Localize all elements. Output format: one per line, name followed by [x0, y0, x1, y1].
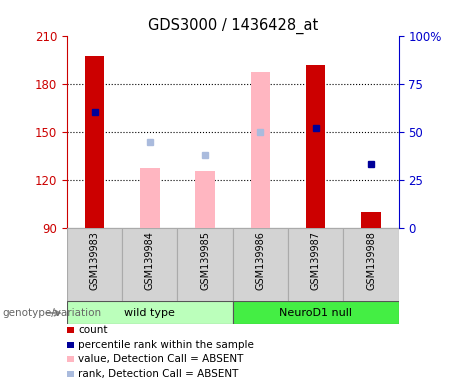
- Bar: [251, 72, 270, 228]
- Bar: [288, 228, 343, 301]
- Bar: [140, 168, 160, 228]
- Bar: [343, 228, 399, 301]
- Bar: [306, 65, 325, 228]
- Text: value, Detection Call = ABSENT: value, Detection Call = ABSENT: [78, 354, 243, 364]
- Title: GDS3000 / 1436428_at: GDS3000 / 1436428_at: [148, 18, 318, 34]
- Bar: [122, 228, 177, 301]
- Bar: [85, 56, 104, 228]
- Bar: [233, 301, 399, 324]
- Text: GSM139983: GSM139983: [89, 231, 100, 290]
- Text: GSM139984: GSM139984: [145, 231, 155, 290]
- Bar: [233, 228, 288, 301]
- Bar: [195, 171, 215, 228]
- Bar: [67, 301, 233, 324]
- Text: GSM139987: GSM139987: [311, 231, 321, 290]
- Bar: [177, 228, 233, 301]
- Text: genotype/variation: genotype/variation: [2, 308, 101, 318]
- Text: count: count: [78, 325, 107, 335]
- Bar: [67, 228, 122, 301]
- Text: wild type: wild type: [124, 308, 175, 318]
- Text: NeuroD1 null: NeuroD1 null: [279, 308, 352, 318]
- Text: rank, Detection Call = ABSENT: rank, Detection Call = ABSENT: [78, 369, 238, 379]
- Text: GSM139988: GSM139988: [366, 231, 376, 290]
- Text: GSM139985: GSM139985: [200, 231, 210, 290]
- Bar: [361, 212, 381, 228]
- Text: percentile rank within the sample: percentile rank within the sample: [78, 340, 254, 350]
- Text: GSM139986: GSM139986: [255, 231, 266, 290]
